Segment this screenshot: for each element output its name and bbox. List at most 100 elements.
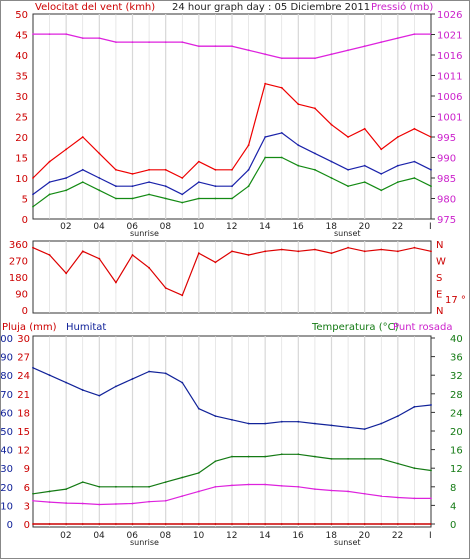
dew-point [330,489,333,492]
humidity-tick-label: 40 [0,446,13,457]
gust-point [247,144,250,147]
rain-point [65,523,68,525]
humidity-point [247,422,250,425]
temperature-point [214,460,217,463]
pressure-point [131,41,134,44]
rain-tick-label: 9 [24,464,30,475]
dew-point [247,483,250,486]
temperature-point [396,462,399,465]
dew-point [231,484,233,487]
dew-point [396,496,399,499]
wind-tick-label: 30 [15,92,28,103]
hour-tick-label: 18 [326,222,338,232]
wind-point [131,185,134,188]
hour-tick-label: 18 [326,531,338,541]
temp-tick-label: 0 [450,520,456,531]
direction-point [430,250,432,253]
pressure-point [148,41,150,44]
gust-point [280,86,283,89]
humidity-tick-label: 0 [7,520,13,531]
temperature-point [164,481,167,484]
dew-point [264,483,267,486]
temp-tick-label: 16 [450,446,463,457]
gust-point [330,123,333,126]
gust-point [297,103,300,106]
gust-point [231,168,233,171]
dew-point [430,497,432,500]
temp-tick-label: 4 [450,501,456,512]
pressure-point [48,33,51,35]
direction-point [214,261,217,264]
gust-point [32,177,34,179]
wind-tick-label: 10 [15,174,28,185]
humidity-point [164,372,167,375]
hour-end-tick: I [429,222,432,232]
rain-point [330,523,333,525]
sunset-label-top: sunset [334,229,361,238]
dew-point [65,502,68,504]
wind-point [81,168,84,171]
humidity-point [181,381,184,384]
pressure-point [164,41,167,44]
pressure-point [413,33,416,35]
humidity-tick-label: 80 [0,371,13,382]
direction-point [148,266,150,269]
direction-point [297,250,300,253]
wind-point [430,168,432,171]
direction-point [131,254,134,256]
rain-point [347,523,349,525]
wind-axis-label: Velocitat del vent (kmh) [35,2,155,13]
compass-label: S [436,273,442,284]
temperature-point [115,485,117,488]
gust-point [197,160,200,163]
humidity-point [214,415,217,418]
hour-tick-label: 12 [226,531,237,541]
humidity-tick-label: 50 [0,427,13,438]
humidity-tick-label: 20 [0,483,13,494]
temperature-point [181,476,184,479]
temperature-point [413,467,416,470]
pressure-point [347,49,349,52]
direction-point [330,252,333,255]
wind_green-point [430,185,432,188]
rain-tick-label: 24 [17,371,30,382]
humidity-point [148,370,150,373]
temperature-point [363,458,366,460]
rain-point [181,523,184,525]
temp-tick-label: 28 [450,390,463,401]
temp-tick-label: 8 [450,483,456,494]
temp-tick-label: 32 [450,371,463,382]
humidity-point [413,405,416,408]
pressure-point [314,57,316,60]
wind-point [413,160,416,163]
humidity-point [81,389,84,391]
direction-point [396,250,399,253]
temperature-point [297,453,300,456]
rain-point [48,523,51,525]
hour-tick-label: 20 [359,531,371,541]
direction-tick-label: 0 [22,306,28,317]
dew-point [131,502,134,505]
dew-point [314,488,316,491]
gust-point [396,136,399,138]
rain-point [32,523,34,525]
wind_green-point [148,193,150,196]
hour-tick-label: 02 [60,531,71,541]
pressure-point [115,41,117,44]
gust-point [413,127,416,130]
wind_green-point [197,197,200,200]
wind_green-point [131,197,134,200]
dew-point [197,490,200,493]
humidity-point [363,428,366,431]
hour-tick-label: 14 [259,222,271,232]
wind_green-point [164,197,167,200]
pressure-axis-label: Pressió (mb) [371,1,433,13]
wind-pressure-panel: 0 5 10 15 20 25 30 35 40 45 50 975 980 985 990 995 1001… [15,10,462,232]
rain-point [396,523,399,525]
humidity-point [231,418,233,421]
humidity-point [297,420,300,423]
compass-label: N [436,240,443,251]
rain-point [214,523,217,525]
